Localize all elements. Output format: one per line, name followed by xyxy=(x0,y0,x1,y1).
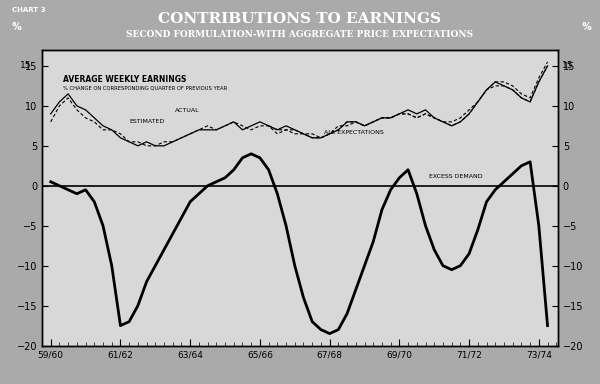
Text: CONTRIBUTIONS TO EARNINGS: CONTRIBUTIONS TO EARNINGS xyxy=(158,13,442,26)
Text: 15: 15 xyxy=(20,61,32,70)
Text: %: % xyxy=(12,22,22,33)
Text: SECOND FORMULATION-WITH AGGREGATE PRICE EXPECTATIONS: SECOND FORMULATION-WITH AGGREGATE PRICE … xyxy=(127,30,473,40)
Text: % CHANGE ON CORRESPONDING QUARTER OF PREVIOUS YEAR: % CHANGE ON CORRESPONDING QUARTER OF PRE… xyxy=(63,86,227,91)
Text: %: % xyxy=(581,22,591,33)
Text: ESTIMATED: ESTIMATED xyxy=(129,119,164,124)
Text: 15: 15 xyxy=(562,61,573,70)
Text: CHART 3: CHART 3 xyxy=(12,8,46,13)
Text: AVERAGE WEEKLY EARNINGS: AVERAGE WEEKLY EARNINGS xyxy=(63,75,186,84)
Text: ALL EXPECTATIONS: ALL EXPECTATIONS xyxy=(325,130,384,135)
Text: EXCESS DEMAND: EXCESS DEMAND xyxy=(429,174,482,179)
Text: ACTUAL: ACTUAL xyxy=(175,108,199,113)
